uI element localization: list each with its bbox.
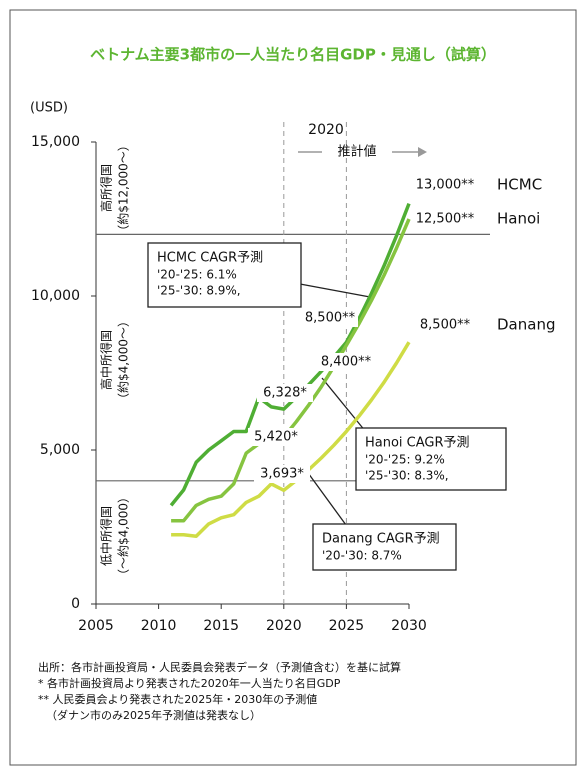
series-name: Danang	[497, 316, 555, 334]
data-label: 8,500**	[420, 318, 471, 333]
data-label: 13,000**	[416, 178, 475, 193]
callout-connector	[299, 283, 371, 298]
arrow-head	[418, 147, 427, 157]
callout-connector	[302, 465, 347, 526]
label-background	[254, 465, 310, 483]
y-axis-label: (USD)	[30, 101, 68, 116]
x-tick-label: 2010	[141, 618, 177, 634]
x-tick-label: 2020	[266, 618, 302, 634]
data-label: 3,693*	[260, 467, 304, 482]
callout-line: '20-'25: 6.1%	[157, 268, 237, 282]
zone-label: 低中所得国	[99, 506, 114, 566]
callout-box	[355, 427, 507, 491]
chart-title: ベトナム主要3都市の一人当たり名目GDP・見通し（試算）	[90, 46, 496, 64]
y-tick-label: 0	[71, 596, 80, 612]
label-background	[257, 384, 313, 402]
zone-label: 高所得国	[99, 164, 114, 212]
callout-line: '20-'30: 8.7%	[322, 549, 402, 563]
projection-label: 推計値	[337, 144, 376, 160]
callout-title: Danang CAGR予測	[322, 532, 440, 547]
callout-box	[312, 523, 457, 571]
label-background	[318, 353, 374, 371]
x-tick-label: 2015	[203, 618, 239, 634]
callout-line: '20-'25: 9.2%	[365, 453, 445, 467]
y-tick-label: 5,000	[40, 442, 80, 458]
footnote: （ダナン市のみ2025年予測値は発表なし）	[46, 708, 261, 722]
x-tick-label: 2025	[329, 618, 365, 634]
x-tick-label: 2030	[391, 618, 427, 634]
data-label: 12,500**	[416, 212, 475, 227]
series-name: HCMC	[497, 176, 542, 194]
data-label: 5,420*	[254, 430, 298, 445]
x-tick-label: 2005	[78, 618, 114, 634]
zone-label: （約$12,000～）	[116, 139, 131, 237]
callout-line: '25-'30: 8.9%,	[157, 284, 241, 298]
label-background	[417, 316, 473, 334]
footnote: ** 人民委員会より発表された2025年・2030年の予測値	[38, 692, 317, 706]
data-label: 8,500**	[305, 311, 356, 326]
series-line	[169, 202, 411, 507]
label-background	[417, 210, 473, 228]
label-background	[417, 176, 473, 194]
callout-connector	[321, 377, 367, 433]
y-tick-label: 10,000	[31, 288, 80, 304]
label-background	[302, 309, 358, 327]
zone-label: 高中所得国	[99, 330, 114, 390]
label-background	[248, 428, 304, 446]
footnote: * 各市計画投資局より発表された2020年一人当たり名目GDP	[38, 676, 341, 690]
projection-year: 2020	[308, 122, 344, 138]
data-label: 6,328*	[263, 386, 307, 401]
callout-line: '25-'30: 8.3%,	[365, 469, 449, 483]
callout-box	[147, 242, 302, 308]
footnote: 出所：各市計画投資局・人民委員会発表データ（予測値含む）を基に試算	[38, 660, 401, 674]
y-tick-label: 15,000	[31, 134, 80, 150]
series-line	[171, 341, 411, 538]
data-label: 8,400**	[321, 355, 372, 370]
callout-title: Hanoi CAGR予測	[365, 436, 470, 451]
callout-title: HCMC CAGR予測	[157, 251, 263, 266]
series-name: Hanoi	[497, 210, 540, 228]
zone-label: （約$4,000～）	[116, 315, 131, 405]
zone-label: （～約$4,000）	[116, 491, 131, 581]
